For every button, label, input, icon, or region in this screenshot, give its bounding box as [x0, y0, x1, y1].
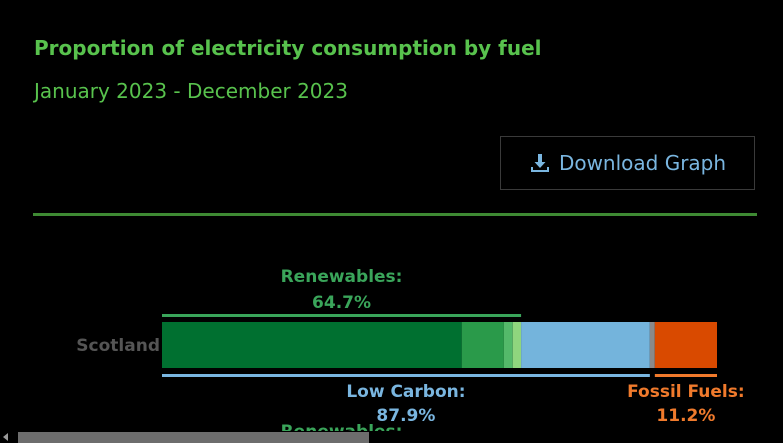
- bar-segment-1[interactable]: [162, 322, 462, 368]
- bar-segment-4[interactable]: [512, 322, 522, 368]
- fossil-fuels-bracket-line: [654, 374, 717, 377]
- low-carbon-label: Low Carbon:: [346, 382, 465, 402]
- download-graph-label: Download Graph: [558, 151, 727, 175]
- bar-segment-3[interactable]: [503, 322, 513, 368]
- chart-subtitle: January 2023 - December 2023: [34, 79, 348, 103]
- chart-title: Proportion of electricity consumption by…: [34, 36, 542, 60]
- scrollbar-thumb[interactable]: [18, 432, 369, 443]
- low-carbon-value: 87.9%: [376, 406, 435, 426]
- download-icon: [530, 154, 549, 172]
- renewables-bracket-line: [162, 314, 522, 317]
- fossil-fuels-value: 11.2%: [656, 406, 715, 426]
- category-label-scotland: Scotland: [76, 336, 160, 356]
- low-carbon-bracket-line: [162, 374, 650, 377]
- download-graph-button[interactable]: Download Graph: [500, 136, 755, 190]
- bar-segment-7[interactable]: [654, 322, 717, 368]
- bar-segment-5[interactable]: [521, 322, 650, 368]
- fossil-fuels-label: Fossil Fuels:: [627, 382, 745, 402]
- renewables-value: 64.7%: [312, 293, 371, 313]
- bar-segment-2[interactable]: [461, 322, 504, 368]
- renewables-label: Renewables:: [281, 267, 403, 287]
- scroll-left-arrow-icon[interactable]: [3, 433, 8, 441]
- bar-segment-6[interactable]: [649, 322, 655, 368]
- stacked-bar-chart: Scotland Renewables: 64.7% Low Carbon: 87.9%…: [76, 267, 745, 431]
- next-renewables-label-partial: Renewables:: [281, 422, 403, 431]
- header-divider: [33, 213, 757, 216]
